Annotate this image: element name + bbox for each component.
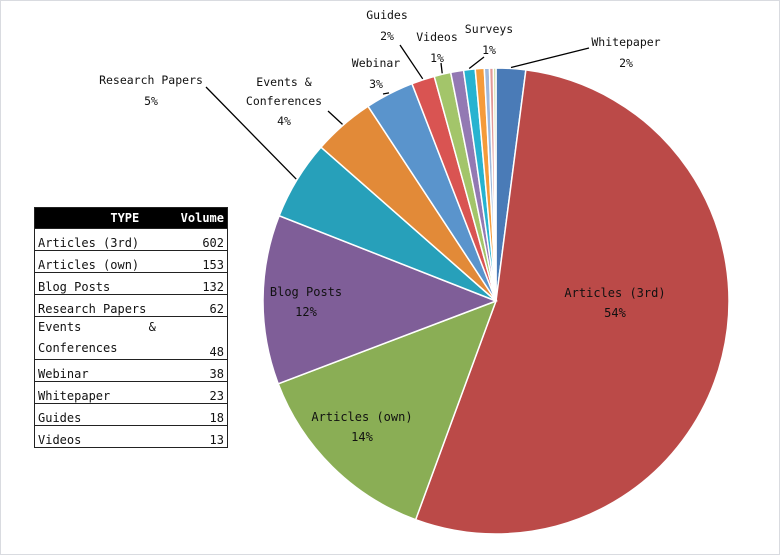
slice-percent: 4% bbox=[277, 114, 291, 128]
row-volume: 18 bbox=[177, 403, 228, 426]
table-row: Blog Posts 132 bbox=[34, 272, 228, 295]
leader-line bbox=[327, 110, 343, 125]
slice-percent: 5% bbox=[144, 94, 158, 108]
table-row: Webinar 38 bbox=[34, 359, 228, 382]
leader-line bbox=[440, 62, 443, 74]
slice-label: Articles (3rd) bbox=[564, 286, 665, 300]
slice-label: Conferences bbox=[246, 94, 322, 108]
table-row: Events & Conferences 48 bbox=[34, 316, 228, 360]
slice-percent: 2% bbox=[619, 56, 633, 70]
row-volume: 48 bbox=[177, 316, 228, 360]
table-row: Research Papers 62 bbox=[34, 294, 228, 317]
leader-line bbox=[468, 56, 485, 70]
pie-slice bbox=[277, 299, 498, 521]
row-type: Blog Posts bbox=[34, 272, 178, 295]
slice-label: Whitepaper bbox=[591, 35, 660, 49]
header-volume: Volume bbox=[177, 207, 228, 229]
table-header-row: TYPE Volume bbox=[34, 207, 228, 229]
row-type: Articles (own) bbox=[34, 250, 178, 273]
slice-percent: 54% bbox=[604, 306, 626, 320]
slice-percent: 14% bbox=[351, 430, 373, 444]
slice-label: Research Papers bbox=[99, 73, 203, 87]
volume-table: TYPE Volume Articles (3rd) 602 Articles … bbox=[34, 207, 228, 448]
leader-line bbox=[510, 47, 590, 69]
row-volume: 62 bbox=[177, 294, 228, 317]
row-type: Whitepaper bbox=[34, 381, 178, 404]
slice-label: Webinar bbox=[352, 56, 401, 70]
leader-line bbox=[399, 44, 424, 80]
slice-percent: 12% bbox=[295, 305, 317, 319]
row-volume: 602 bbox=[177, 228, 228, 251]
row-volume: 153 bbox=[177, 250, 228, 273]
table-row: Videos 13 bbox=[34, 425, 228, 448]
slice-label: Videos bbox=[416, 30, 458, 44]
pie-slice bbox=[492, 67, 497, 302]
slice-label: Events & bbox=[256, 75, 311, 89]
row-volume: 38 bbox=[177, 359, 228, 382]
pie-slice bbox=[414, 69, 730, 535]
row-volume: 23 bbox=[177, 381, 228, 404]
slice-label: Guides bbox=[366, 8, 408, 22]
row-type: Research Papers bbox=[34, 294, 178, 317]
row-type: Guides bbox=[34, 403, 178, 426]
slice-label: Articles (own) bbox=[311, 410, 412, 424]
row-type: Articles (3rd) bbox=[34, 228, 178, 251]
table-row: Whitepaper 23 bbox=[34, 381, 228, 404]
row-type: Webinar bbox=[34, 359, 178, 382]
table-row: Articles (own) 153 bbox=[34, 250, 228, 273]
header-type: TYPE bbox=[34, 207, 178, 229]
slice-percent: 1% bbox=[482, 43, 496, 57]
row-volume: 132 bbox=[177, 272, 228, 295]
slice-percent: 3% bbox=[369, 77, 383, 91]
row-type: Events & Conferences bbox=[34, 316, 178, 360]
row-volume: 13 bbox=[177, 425, 228, 448]
slice-label: Blog Posts bbox=[270, 285, 342, 299]
leader-line bbox=[382, 92, 390, 95]
table-row: Articles (3rd) 602 bbox=[34, 228, 228, 251]
leader-line bbox=[205, 86, 297, 180]
table-row: Guides 18 bbox=[34, 403, 228, 426]
slice-percent: 2% bbox=[380, 29, 394, 43]
slice-label: Surveys bbox=[465, 22, 513, 36]
row-type: Videos bbox=[34, 425, 178, 448]
pie-slice bbox=[262, 214, 499, 385]
slice-percent: 1% bbox=[430, 51, 444, 65]
